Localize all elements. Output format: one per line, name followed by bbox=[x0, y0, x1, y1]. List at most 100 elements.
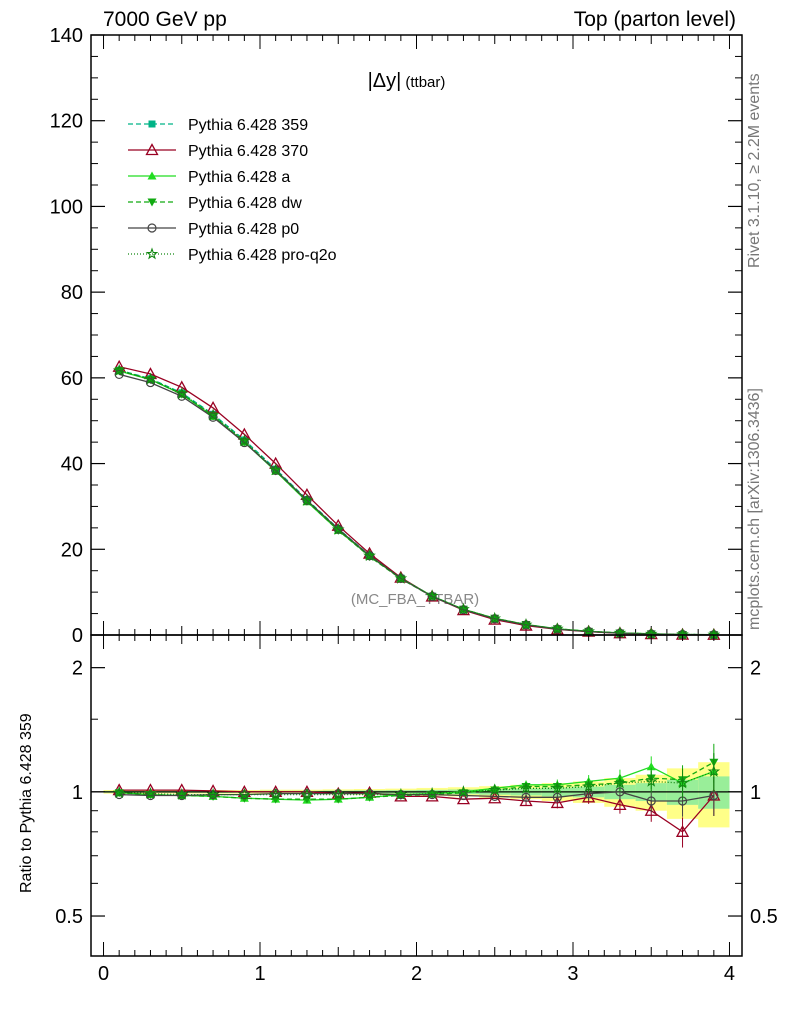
ratio-plot: 0.5 0.5 1 1 2 2 0 1 2 3 4 bbox=[55, 634, 778, 985]
ratio-data-point bbox=[644, 803, 658, 816]
y-tick-label: 100 bbox=[50, 196, 83, 218]
ratio-data-point bbox=[206, 787, 220, 800]
legend-label: Pythia 6.428 359 bbox=[188, 117, 308, 134]
ratio-data-point bbox=[269, 787, 282, 800]
ratio-data-point bbox=[145, 790, 156, 801]
y-tick-label: 140 bbox=[50, 25, 83, 47]
data-point bbox=[331, 522, 345, 535]
ratio-data-point bbox=[177, 790, 187, 801]
ratio-data-point bbox=[458, 789, 468, 798]
data-point bbox=[488, 611, 502, 624]
ratio-data-point bbox=[144, 786, 157, 800]
ratio-data-point bbox=[676, 776, 689, 789]
data-point bbox=[333, 526, 343, 535]
data-point bbox=[144, 372, 157, 385]
ratio-data-point bbox=[519, 781, 533, 794]
chart-title-main: |Δy| bbox=[368, 70, 402, 92]
x-tick-label: 4 bbox=[724, 963, 735, 985]
data-point bbox=[238, 434, 251, 447]
data-point bbox=[177, 391, 187, 401]
data-point bbox=[269, 463, 282, 476]
x-tick-label: 0 bbox=[98, 963, 109, 985]
ratio-y-tick-label: 2 bbox=[72, 658, 83, 680]
ratio-data-point bbox=[646, 796, 656, 806]
data-point bbox=[551, 622, 564, 635]
data-point bbox=[114, 369, 124, 380]
ratio-data-point bbox=[582, 779, 595, 792]
y-tick-label: 80 bbox=[61, 282, 83, 304]
x-tick-label: 2 bbox=[411, 963, 422, 985]
ratio-data-point bbox=[551, 781, 564, 794]
data-point bbox=[582, 624, 595, 637]
legend-label: Pythia 6.428 dw bbox=[188, 195, 302, 212]
ratio-data-point bbox=[675, 824, 690, 837]
ratio-data-point bbox=[458, 790, 469, 801]
data-point bbox=[300, 493, 314, 506]
ratio-y-tick-label-right: 2 bbox=[750, 658, 761, 680]
legend-label: Pythia 6.428 370 bbox=[188, 143, 308, 160]
y-tick-label: 120 bbox=[50, 111, 83, 133]
header-right-label: Top (parton level) bbox=[573, 8, 736, 31]
legend-label: Pythia 6.428 pro-q2o bbox=[188, 247, 337, 264]
ratio-data-point bbox=[427, 789, 437, 800]
chart-title-sub: (ttbar) bbox=[405, 74, 445, 91]
legend-marker bbox=[147, 171, 157, 180]
ratio-data-point bbox=[114, 789, 124, 800]
main-plot: 0 20 40 60 80 100 120 140 |Δy| (ttbar) (MC_FBA_TTB… bbox=[50, 25, 743, 647]
legend-marker bbox=[147, 223, 157, 233]
data-point bbox=[239, 437, 249, 448]
legend-marker bbox=[148, 120, 156, 128]
y-tick-label: 0 bbox=[72, 625, 83, 647]
ratio-series-line bbox=[119, 770, 715, 796]
ratio-data-point bbox=[488, 791, 502, 804]
legend-marker bbox=[145, 143, 159, 156]
data-point bbox=[457, 602, 470, 615]
data-point bbox=[271, 467, 281, 476]
data-point bbox=[112, 363, 126, 376]
y-tick-label: 20 bbox=[61, 539, 83, 561]
data-point bbox=[302, 497, 312, 506]
series-line bbox=[119, 369, 714, 636]
ratio-data-point bbox=[363, 787, 376, 800]
ratio-data-point bbox=[521, 792, 531, 802]
ratio-data-point bbox=[238, 787, 251, 800]
ratio-data-point bbox=[613, 776, 627, 789]
y-tick-label: 60 bbox=[61, 368, 83, 390]
legend-marker bbox=[147, 198, 157, 207]
data-point bbox=[425, 589, 439, 602]
x-tick-label: 1 bbox=[254, 963, 265, 985]
ratio-data-point bbox=[425, 786, 439, 800]
header-left-label: 7000 GeV pp bbox=[103, 8, 227, 31]
ratio-data-point bbox=[613, 797, 627, 810]
data-point bbox=[208, 412, 218, 422]
data-point bbox=[145, 377, 156, 388]
legend-label: Pythia 6.428 a bbox=[188, 169, 290, 186]
legend-label: Pythia 6.428 p0 bbox=[188, 221, 299, 238]
data-point bbox=[394, 571, 408, 584]
ratio-data-point bbox=[112, 786, 126, 799]
data-point bbox=[519, 617, 533, 631]
ratio-data-point bbox=[646, 762, 656, 771]
legend: Pythia 6.428 359 Pythia 6.428 370 Pythia 6… bbox=[128, 117, 337, 264]
ratio-data-point bbox=[550, 796, 564, 809]
chart-title: |Δy| (ttbar) bbox=[368, 70, 446, 92]
ratio-data-point bbox=[457, 785, 470, 798]
x-tick-label: 3 bbox=[567, 963, 578, 985]
data-point bbox=[206, 408, 220, 421]
ratio-y-tick-label-right: 1 bbox=[750, 782, 761, 804]
ratio-y-tick-label: 1 bbox=[72, 782, 83, 804]
ratio-data-point bbox=[707, 764, 721, 777]
y-tick-label: 40 bbox=[61, 454, 83, 476]
ratio-y-tick-label-right: 0.5 bbox=[750, 906, 778, 928]
data-point bbox=[363, 548, 376, 562]
analysis-label: (MC_FBA_TTBAR) bbox=[351, 591, 479, 608]
ratio-data-point bbox=[331, 787, 345, 800]
legend-marker bbox=[145, 247, 159, 260]
ratio-y-tick-label: 0.5 bbox=[55, 906, 83, 928]
data-point bbox=[175, 387, 189, 400]
ratio-series-line bbox=[119, 789, 715, 833]
ratio-data-point bbox=[394, 787, 408, 800]
ratio-data-point bbox=[300, 787, 314, 800]
ratio-data-point bbox=[644, 774, 658, 787]
